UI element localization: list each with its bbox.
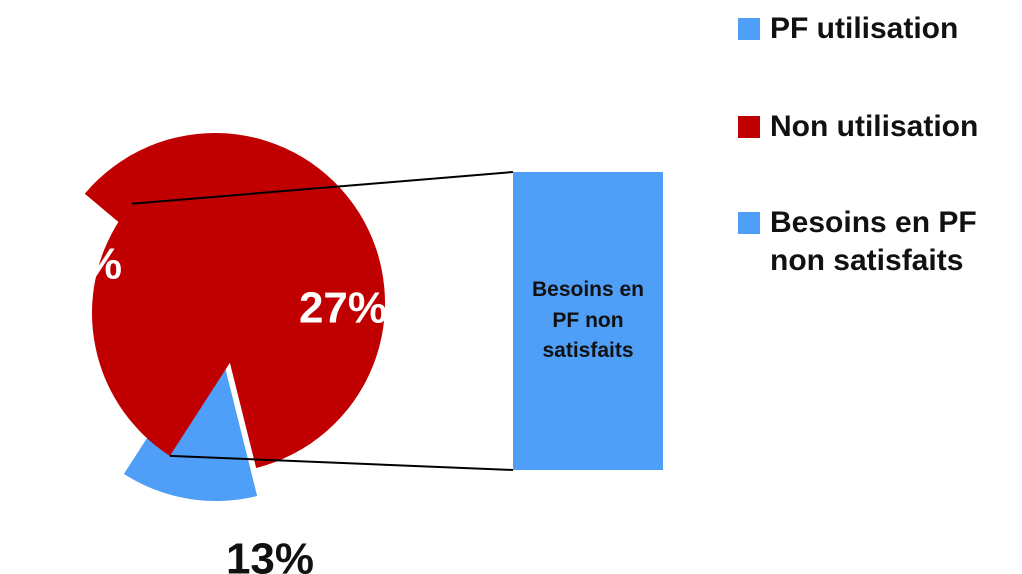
legend-label: PF utilisation bbox=[770, 12, 959, 45]
legend-swatch bbox=[738, 116, 760, 138]
legend-label: Besoins en PF non satisfaits bbox=[770, 206, 977, 277]
legend-swatch bbox=[738, 18, 760, 40]
legend-swatch bbox=[738, 212, 760, 234]
connector-line bbox=[131, 171, 514, 205]
data-label: 60% bbox=[34, 240, 122, 289]
slice-besoins bbox=[91, 203, 262, 456]
breakout-bar bbox=[513, 172, 663, 470]
data-label: 13% bbox=[226, 535, 314, 574]
data-label: 27% bbox=[299, 284, 387, 333]
legend-item-non-utilisation: Non utilisation bbox=[738, 108, 1020, 146]
legend-item-pf-utilisation: PF utilisation bbox=[738, 10, 1020, 48]
legend-item-besoins: Besoins en PF non satisfaits bbox=[738, 204, 1020, 280]
legend-label: Non utilisation bbox=[770, 110, 979, 143]
connector-line bbox=[169, 454, 514, 471]
